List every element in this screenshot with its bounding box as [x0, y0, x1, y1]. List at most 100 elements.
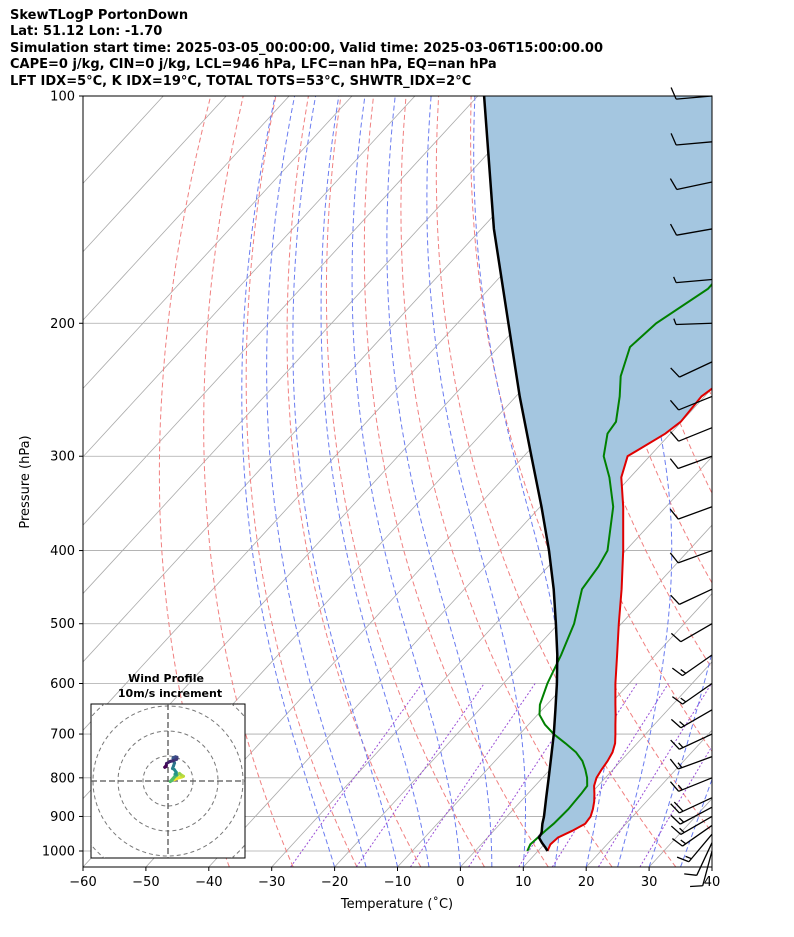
wind-barb [670, 588, 713, 605]
chart-header: SkewTLogP PortonDown Lat: 51.12 Lon: -1.… [10, 8, 603, 90]
parcel-line [482, 96, 559, 852]
wind-barb [669, 223, 713, 236]
cape-area [484, 96, 712, 851]
isotherm-line [83, 96, 353, 390]
isotherm-line [83, 96, 604, 663]
y-axis-label: Pressure (hPa) [18, 435, 33, 528]
wind-barb [670, 709, 713, 729]
wind-barb [670, 87, 713, 100]
dry-adiabat [698, 96, 712, 163]
wind-barb [669, 549, 713, 564]
isotherm-line [523, 661, 712, 867]
temperature-line [546, 387, 712, 852]
moist-adiabat [320, 96, 430, 867]
time-text: Simulation start time: 2025-03-05_00:00:… [10, 40, 603, 56]
dry-adiabat [435, 96, 677, 867]
mixing-ratio-line [290, 683, 423, 867]
mixing-ratio-line [355, 683, 485, 867]
y-tick-label: 300 [50, 450, 75, 465]
wind-barb [669, 506, 713, 520]
dry-adiabat [245, 96, 358, 867]
hodograph: Wind Profile 10m/s increment [90, 672, 246, 859]
hodograph-segment [163, 765, 168, 769]
cape-shading [484, 96, 712, 851]
cape-text: CAPE=0 j/kg, CIN=0 j/kg, LCL=946 hPa, LF… [10, 57, 497, 73]
dry-adiabat [732, 96, 794, 867]
mixing-ratio-line [597, 683, 712, 867]
wind-barb [669, 756, 713, 770]
moist-adiabat [351, 96, 461, 867]
x-tick-label: 20 [578, 875, 595, 890]
x-tick-label: −50 [132, 875, 159, 890]
wind-barb [669, 777, 713, 792]
hodograph-title: Wind Profile [128, 672, 204, 685]
y-tick-label: 1000 [42, 845, 75, 860]
mixing-ratio-line [639, 745, 712, 867]
x-tick-label: −30 [258, 875, 285, 890]
x-tick-label: 0 [456, 875, 464, 890]
x-tick-label: −20 [321, 875, 348, 890]
dry-adiabat [203, 96, 294, 867]
wind-barb [671, 824, 713, 847]
wind-barb [670, 806, 713, 825]
isotherm-line [83, 96, 542, 595]
isotherm-line [83, 96, 416, 458]
y-tick-label: 700 [50, 728, 75, 743]
moist-adiabat [266, 96, 367, 867]
moist-adiabat [648, 96, 712, 867]
moist-adiabat [241, 96, 336, 867]
wind-barb [671, 682, 713, 705]
axes: −60 −50 −40 −30 −20 −10 0 10 20 30 40 1000 900 800 700… [42, 90, 720, 891]
wind-barb [673, 318, 713, 326]
wind-barb [670, 623, 713, 643]
wind-barb [673, 276, 713, 284]
y-tick-label: 800 [50, 771, 75, 786]
wind-barb [671, 654, 713, 677]
dry-adiabat [764, 96, 794, 867]
y-tick-label: 500 [50, 617, 75, 632]
isotherm-line [397, 524, 712, 867]
wind-barb [690, 850, 713, 888]
hodograph-grid [91, 704, 245, 858]
mixing-ratio-line [409, 683, 536, 867]
wind-barb [684, 842, 713, 876]
isotherm-line [145, 251, 712, 867]
isotherm-line [83, 96, 227, 253]
index-text: LFT IDX=5°C, K IDX=19°C, TOTAL TOTS=53°C… [10, 73, 472, 89]
x-tick-label: 40 [704, 875, 721, 890]
y-tick-label: 600 [50, 677, 75, 692]
moist-adiabat [473, 96, 566, 867]
isotherm-line [334, 456, 712, 867]
x-tick-label: −60 [69, 875, 96, 890]
wind-barb [670, 733, 713, 750]
y-tick-label: 100 [50, 90, 75, 105]
x-tick-label: 10 [515, 875, 532, 890]
isotherm-line [775, 96, 794, 867]
x-axis-label: Temperature (˚C) [340, 896, 453, 912]
chart-title: SkewTLogP PortonDown [10, 8, 189, 23]
isotherm-line [585, 729, 712, 867]
isotherm-line [711, 866, 712, 867]
y-tick-label: 400 [50, 544, 75, 559]
wind-barbs [669, 87, 713, 888]
isotherm-line [83, 96, 290, 321]
wind-barb [670, 133, 713, 146]
y-tick-label: 200 [50, 317, 75, 332]
mixing-ratio-line [551, 683, 669, 867]
location-text: Lat: 51.12 Lon: -1.70 [10, 24, 163, 40]
wind-barb [669, 395, 713, 411]
x-tick-label: −10 [384, 875, 411, 890]
dewpoint-line [526, 282, 712, 852]
wind-barb [669, 427, 713, 442]
dry-adiabat [325, 96, 485, 867]
isotherm-line [83, 96, 479, 526]
hodograph-trace [163, 755, 185, 783]
moist-adiabat [711, 865, 712, 867]
x-tick-label: 30 [641, 875, 658, 890]
wind-barb [670, 797, 713, 814]
profiles [482, 96, 712, 852]
isotherm-line [271, 387, 712, 867]
x-tick-label: −40 [195, 875, 222, 890]
hodograph-subtitle: 10m/s increment [118, 687, 222, 700]
